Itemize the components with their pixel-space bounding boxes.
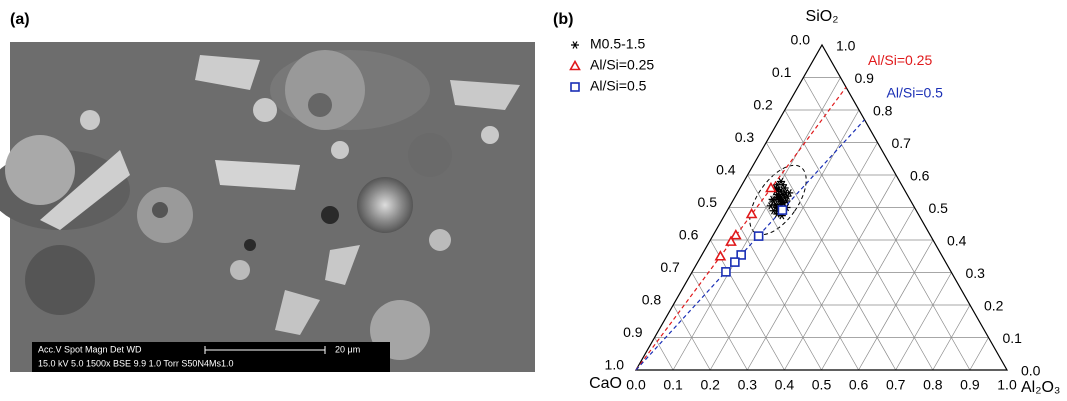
- cao-tick-label: 0.2: [753, 97, 773, 113]
- grid-line: [728, 207, 822, 371]
- sio2-tick-label: 0.5: [929, 200, 949, 216]
- al2o3-tick-label: 0.9: [960, 377, 980, 393]
- scale-label: 20 μm: [335, 344, 360, 354]
- grid-line: [746, 142, 878, 371]
- sio2-tick-label: 0.2: [984, 298, 1004, 314]
- info-row-1: Acc.V Spot Magn Det WD: [38, 344, 142, 354]
- triangle-frame: [634, 43, 1009, 371]
- sio2-tick-label: 0.0: [1021, 363, 1041, 379]
- panel-label: (a): [10, 11, 30, 28]
- sio2-tick-label: 0.3: [966, 265, 986, 281]
- data-point: [745, 207, 758, 219]
- data-point: [753, 231, 764, 241]
- data-point: [768, 195, 777, 204]
- al2o3-tick-label: 0.7: [886, 377, 906, 393]
- info-row-2: 15.0 kV 5.0 1500x BSE 9.9 1.0 Torr S50N4…: [38, 358, 233, 368]
- data-point: [569, 59, 581, 71]
- data-point: [773, 193, 782, 202]
- legend-label: M0.5-1.5: [590, 36, 645, 52]
- axis-title: Al₂O₃: [1021, 379, 1060, 396]
- data-point: [730, 257, 740, 267]
- grid-line: [803, 77, 971, 371]
- grid-line: [654, 337, 674, 371]
- al2o3-tick-label: 0.5: [812, 377, 832, 393]
- grid-line: [672, 77, 841, 371]
- data-point: [729, 228, 742, 240]
- ratio-line: [635, 119, 865, 371]
- al2o3-tick-label: 0.1: [663, 377, 683, 393]
- cao-tick-label: 0.7: [660, 259, 680, 275]
- al2o3-tick-label: 0.2: [700, 377, 720, 393]
- grid-line: [821, 207, 915, 371]
- panel-label: (b): [553, 11, 573, 28]
- grid-line: [969, 337, 989, 371]
- legend-label: Al/Si=0.25: [590, 57, 654, 73]
- data-point: [765, 181, 777, 193]
- cao-tick-label: 0.1: [772, 64, 792, 80]
- sio2-tick-label: 0.1: [1003, 330, 1023, 346]
- al2o3-tick-label: 0.6: [849, 377, 869, 393]
- data-point: [721, 267, 731, 277]
- data-point: [571, 41, 579, 49]
- cao-tick-label: 1.0: [605, 357, 625, 373]
- data-point: [776, 192, 785, 200]
- data-point: [714, 250, 727, 261]
- al2o3-tick-label: 0.3: [738, 377, 758, 393]
- data-point: [769, 206, 778, 215]
- al2o3-tick-label: 0.0: [626, 377, 646, 393]
- al2o3-tick-label: 0.4: [775, 377, 795, 393]
- legend-label: Al/Si=0.5: [590, 78, 647, 94]
- cao-tick-label: 0.5: [698, 194, 718, 210]
- sio2-tick-label: 0.9: [855, 70, 875, 86]
- line-label: Al/Si=0.5: [887, 84, 944, 100]
- cao-tick-label: 0.9: [623, 324, 643, 340]
- cao-tick-label: 0.6: [679, 227, 699, 243]
- data-point: [774, 185, 783, 194]
- axis-title: SiO₂: [806, 8, 839, 25]
- grid-line: [765, 142, 897, 371]
- sio2-tick-label: 1.0: [836, 38, 856, 54]
- sio2-tick-label: 0.7: [892, 135, 912, 151]
- data-point: [780, 184, 789, 192]
- grid-line: [895, 272, 952, 371]
- axis-title: CaO: [589, 375, 622, 392]
- data-point: [736, 250, 746, 260]
- cao-tick-label: 0.0: [791, 32, 811, 48]
- data-point: [766, 202, 775, 210]
- ratio-line: [635, 86, 847, 371]
- data-point: [785, 189, 794, 197]
- data-point: [777, 205, 788, 215]
- data-point: [725, 235, 737, 246]
- sio2-tick-label: 0.6: [910, 168, 930, 184]
- sem-image: Acc.V Spot Magn Det WD 20 μm 15.0 kV 5.0…: [0, 42, 535, 372]
- data-point: [570, 82, 580, 92]
- al2o3-tick-label: 1.0: [997, 377, 1017, 393]
- sio2-tick-label: 0.8: [873, 103, 893, 119]
- sio2-tick-label: 0.4: [947, 233, 967, 249]
- al2o3-tick-label: 0.8: [923, 377, 943, 393]
- cao-tick-label: 0.4: [716, 162, 736, 178]
- line-label: Al/Si=0.25: [868, 52, 932, 68]
- grid-line: [691, 272, 748, 371]
- cao-tick-label: 0.3: [735, 129, 755, 145]
- cao-tick-label: 0.8: [642, 292, 662, 308]
